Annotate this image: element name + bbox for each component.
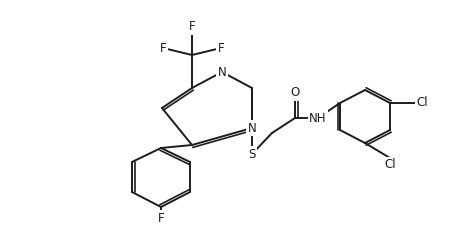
Text: O: O [290,87,300,100]
Text: N: N [248,122,256,135]
Text: Cl: Cl [416,97,428,110]
Text: F: F [189,21,195,34]
Text: F: F [158,211,164,224]
Text: S: S [248,148,256,160]
Text: N: N [218,66,226,79]
Text: F: F [218,42,224,55]
Text: Cl: Cl [384,158,396,171]
Text: F: F [160,42,166,55]
Text: NH: NH [309,111,327,125]
